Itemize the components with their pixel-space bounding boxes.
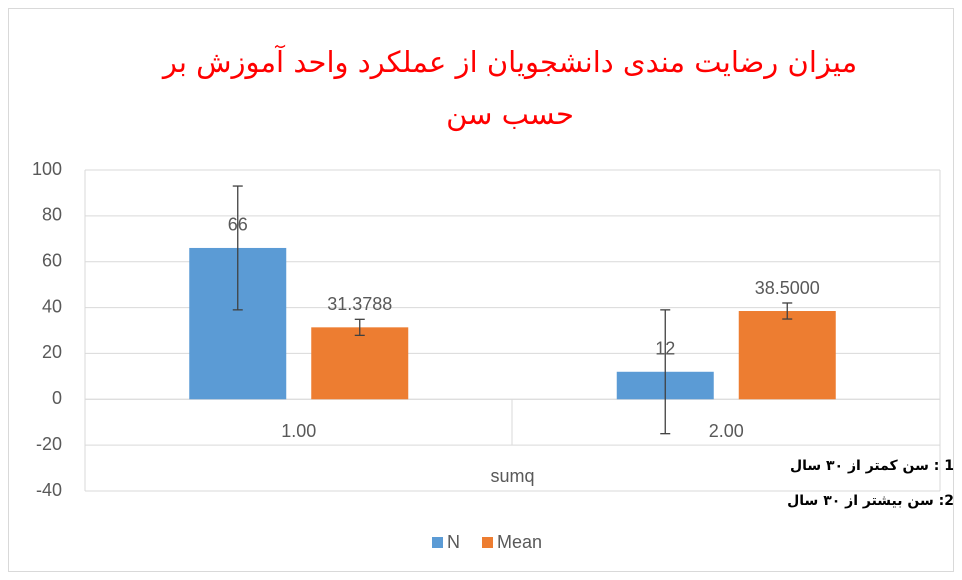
- legend-swatch: [432, 537, 443, 548]
- chart-title: میزان رضایت مندی دانشجویان از عملکرد واح…: [162, 45, 858, 131]
- y-tick-label: -40: [36, 480, 62, 500]
- chart-border: [8, 8, 954, 572]
- y-tick-label: 40: [42, 296, 62, 316]
- x-tick-label: 1.00: [281, 421, 316, 441]
- legend-label: N: [447, 532, 460, 552]
- data-label: 66: [228, 215, 248, 235]
- y-tick-label: 80: [42, 205, 62, 225]
- legend-swatch: [482, 537, 493, 548]
- bar: [738, 311, 836, 400]
- annotation: 1 : سن کمتر از ۳۰ سال: [789, 458, 954, 474]
- y-tick-label: 0: [52, 388, 62, 408]
- x-tick-label: 2.00: [709, 421, 744, 441]
- data-label: 12: [655, 339, 675, 359]
- y-tick-label: 20: [42, 342, 62, 362]
- y-tick-label: 100: [32, 159, 62, 179]
- y-tick-label: 60: [42, 250, 62, 270]
- y-tick-label: -20: [36, 434, 62, 454]
- bar: [311, 327, 409, 400]
- data-label: 38.5000: [755, 278, 820, 298]
- legend-label: Mean: [497, 532, 542, 552]
- data-label: 31.3788: [327, 294, 392, 314]
- annotation: 2: سن بیشتر از ۳۰ سال: [787, 493, 954, 509]
- x-axis-label: sumq: [490, 466, 534, 486]
